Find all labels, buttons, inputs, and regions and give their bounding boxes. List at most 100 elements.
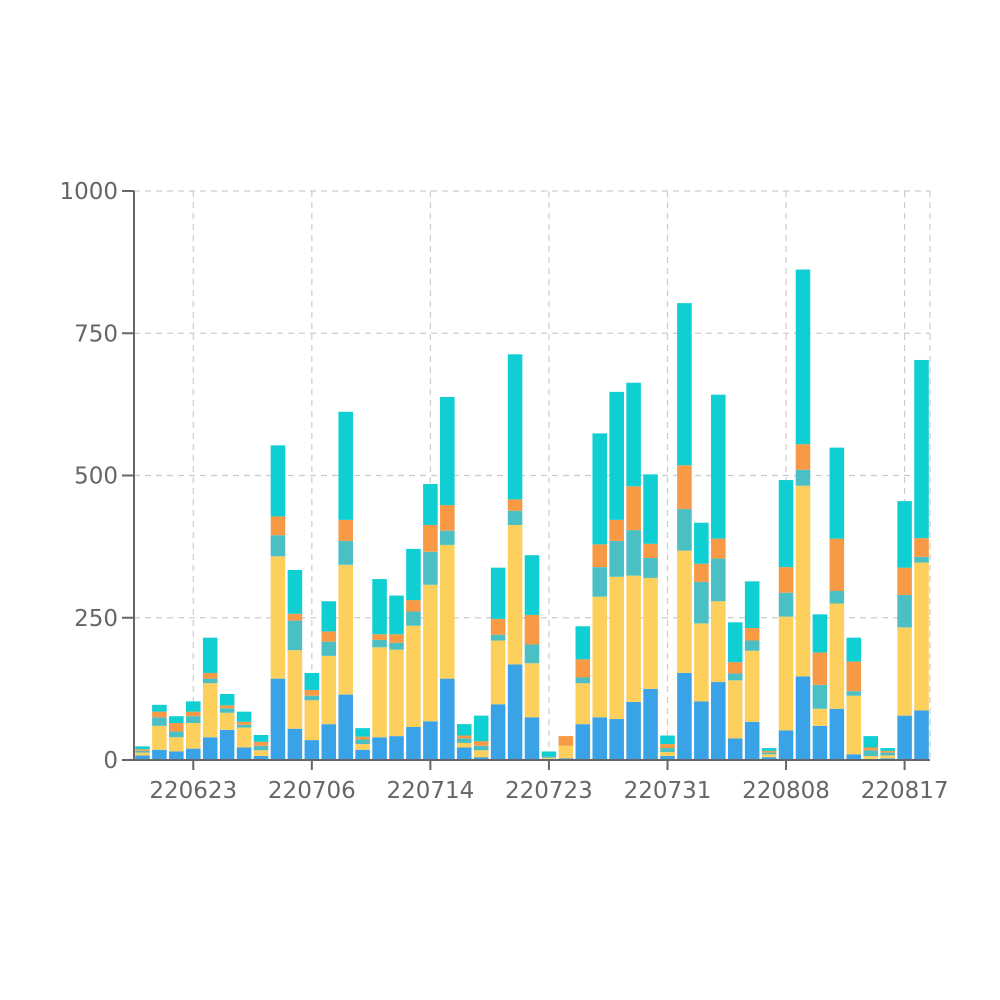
bar-segment [456, 747, 472, 760]
bar-segment [372, 634, 387, 640]
bar-segment [897, 715, 912, 760]
bar-segment [778, 480, 794, 568]
bar-segment [592, 544, 608, 568]
bar-segment [541, 756, 557, 758]
bar-segment [694, 522, 709, 564]
bar-segment [389, 736, 404, 760]
bar-segment [152, 749, 167, 760]
bar-segment [795, 469, 811, 486]
bar-segment [490, 567, 506, 619]
bar-segment [812, 614, 828, 653]
y-tick-label: 1000 [59, 179, 118, 205]
bar-segment [372, 647, 387, 738]
bar-segment [202, 637, 218, 673]
bar-segment [507, 354, 523, 500]
bar-segment [846, 695, 862, 755]
bar-segment [473, 715, 489, 742]
bar-segment [812, 708, 828, 726]
bar-segment [321, 655, 337, 725]
bar-segment [169, 751, 184, 760]
bar-segment [694, 563, 709, 582]
bar-segment [423, 584, 438, 722]
bar-segment [609, 519, 624, 541]
bar-segment [372, 737, 387, 760]
bar-segment [677, 550, 692, 673]
bar-segment [660, 744, 675, 749]
bar-segment [219, 729, 235, 760]
bar-segment [169, 716, 184, 724]
bar-segment [880, 755, 895, 759]
bar-segment [914, 359, 929, 539]
bar-segment [440, 505, 455, 531]
bar-segment [338, 540, 353, 565]
bar-segment [863, 736, 879, 748]
bar-segment [778, 592, 794, 617]
bar-segment [355, 744, 370, 750]
bar-segment [135, 746, 150, 750]
bar-segment [236, 747, 252, 760]
bar-segment [135, 749, 150, 751]
bar-segment [406, 611, 421, 626]
bar-segment [863, 750, 879, 757]
bar-segment [914, 538, 929, 557]
bar-segment [592, 717, 608, 760]
bar-segment [507, 510, 523, 526]
bar-segment [253, 741, 269, 746]
bar-segment [575, 683, 591, 725]
bar-segment [152, 717, 167, 726]
bar-segment [694, 701, 709, 760]
x-tick-label: 220808 [742, 778, 830, 804]
bar-segment [795, 269, 811, 445]
bar-segment [558, 736, 574, 746]
bar-segment [135, 750, 150, 753]
bar-segment [389, 634, 404, 643]
x-tick-label: 220817 [861, 778, 949, 804]
bar-segment [914, 556, 929, 563]
bar-segment [169, 731, 184, 738]
bar-segment [541, 757, 557, 759]
bar-segment [744, 650, 760, 722]
bar-segment [440, 530, 455, 545]
bar-segment [660, 735, 675, 745]
bar-segment [643, 474, 658, 544]
bar-segment [406, 726, 421, 760]
bar-segment [812, 684, 828, 709]
bar-segment [321, 724, 337, 760]
bar-segment [304, 695, 320, 701]
bar-segment [389, 642, 404, 650]
bar-segment [897, 594, 912, 628]
bar-segment [829, 538, 845, 592]
bar-segment [524, 644, 540, 664]
bar-segment [524, 717, 540, 760]
bar-segment [389, 649, 404, 737]
bar-segment [338, 564, 353, 695]
bar-segment [507, 664, 523, 760]
bar-segment [761, 748, 777, 751]
bar-segment [423, 721, 438, 760]
bar-segment [185, 701, 201, 712]
bar-segment [423, 484, 438, 526]
axis-layer: 0 250 500 750 1000 220623 220706 220714 220723 22… [59, 179, 948, 804]
bar-segment [321, 601, 337, 632]
bar-segment [456, 724, 472, 736]
bar-segment [744, 640, 760, 651]
bar-segment [440, 544, 455, 679]
bar-segment [727, 738, 743, 760]
bar-segment [863, 747, 879, 751]
bar-segment [761, 752, 777, 755]
bar-segment [660, 756, 675, 760]
bar-segment [575, 626, 591, 660]
bar-segment [389, 595, 404, 635]
bar-segment [643, 543, 658, 559]
bar-segment [406, 548, 421, 601]
bar-segment [355, 728, 370, 737]
bar-segment [761, 757, 777, 760]
bar-segment [880, 748, 895, 751]
bar-segment [897, 627, 912, 716]
bar-segment [236, 724, 252, 728]
bar-segment [135, 752, 150, 756]
bar-segment [727, 622, 743, 663]
bar-segment [744, 721, 760, 760]
bar-segment [643, 558, 658, 578]
bar-segment [897, 567, 912, 595]
